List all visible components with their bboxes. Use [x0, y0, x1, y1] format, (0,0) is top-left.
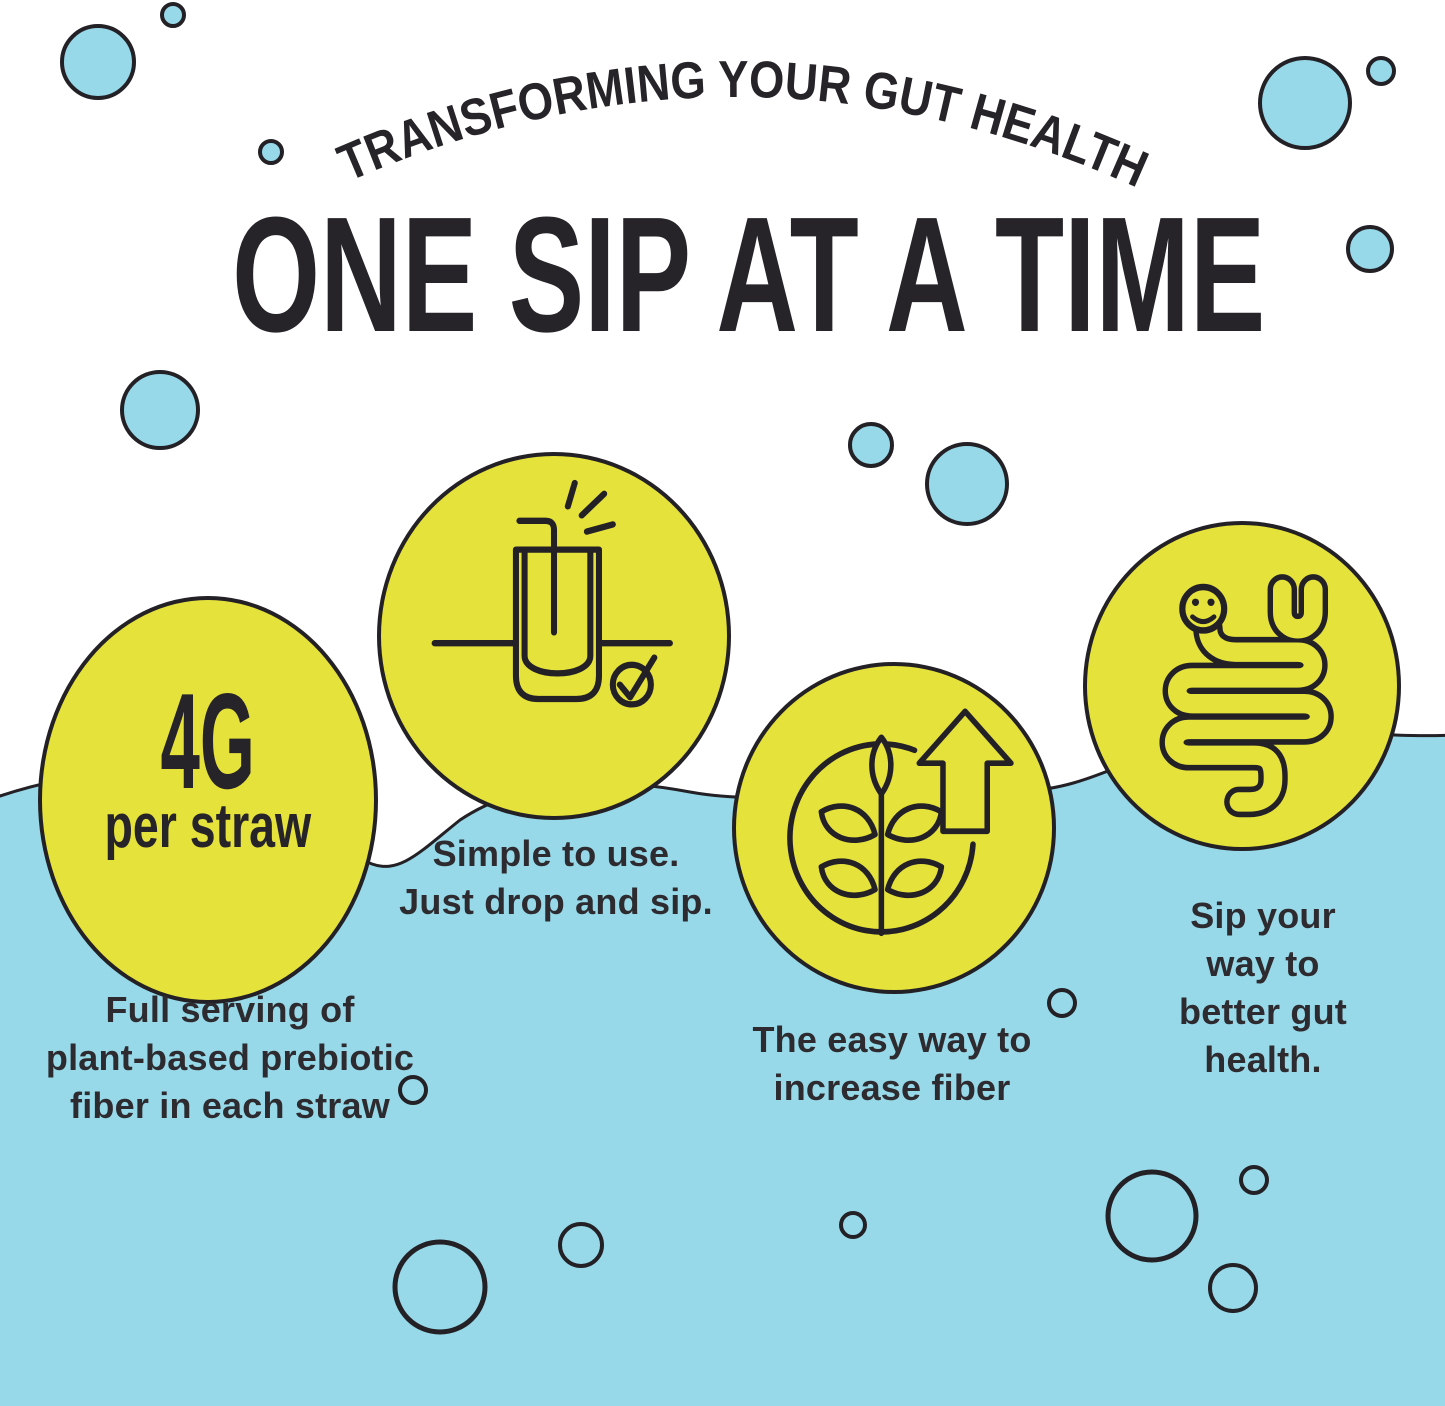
bubble-filled: [1346, 225, 1394, 273]
glass-with-straw-icon: [431, 479, 673, 708]
caption-simple-to-use: Simple to use. Just drop and sip.: [399, 833, 713, 922]
bubble-filled: [1258, 56, 1352, 150]
bubble-outline: [1208, 1263, 1258, 1313]
bubble-filled: [848, 422, 894, 468]
feature-circle-4g: 4G per straw: [38, 596, 378, 1004]
bubble-outline: [839, 1211, 867, 1239]
bubble-outline: [398, 1075, 428, 1105]
bubble-filled: [925, 442, 1009, 526]
arc-headline: TRANSFORMING YOUR GUT HEALTH: [330, 51, 1156, 199]
feature-circle-fiber: [732, 662, 1056, 994]
bubble-outline: [1105, 1169, 1199, 1263]
caption-easy-way-fiber: The easy way to increase fiber: [752, 1019, 1032, 1108]
caption-full-serving: Full serving of plant-based prebiotic fi…: [45, 989, 415, 1126]
bubble-filled: [1366, 56, 1396, 86]
bubble-filled: [258, 139, 284, 165]
bubble-filled: [60, 24, 136, 100]
bubbles: [60, 2, 1396, 1335]
caption-sip-your-way: Sip your way to better gut health.: [1179, 895, 1347, 1080]
arc-headline-text: TRANSFORMING YOUR GUT HEALTH: [330, 51, 1156, 199]
bubble-outline: [392, 1239, 488, 1335]
feature-circle-gut: [1083, 521, 1401, 851]
bubble-outline: [558, 1222, 604, 1268]
bubble-outline: [1239, 1165, 1269, 1195]
badge-value: 4G: [160, 665, 256, 817]
bubble-outline: [1047, 988, 1077, 1018]
feature-circle-simple: [377, 452, 731, 820]
happy-gut-intestine-icon: [1159, 574, 1334, 818]
bubble-filled: [160, 2, 186, 28]
bubble-filled: [120, 370, 200, 450]
wheat-increase-arrow-icon: [787, 708, 1014, 937]
badge-unit: per straw: [104, 792, 312, 861]
page-title: ONE SIP AT A TIME: [232, 183, 1266, 366]
